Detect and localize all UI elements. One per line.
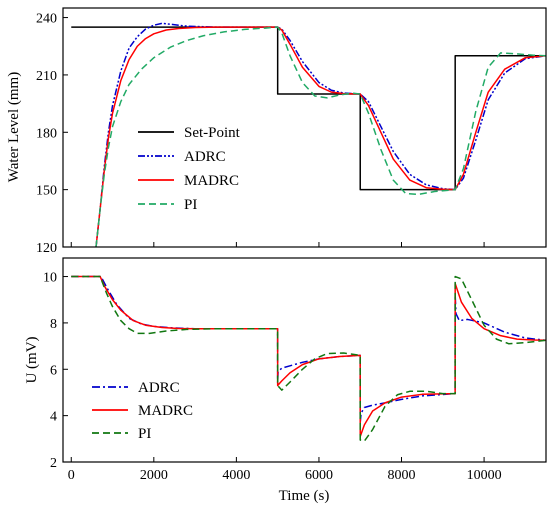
control-signal-y-tick-label: 4 bbox=[50, 410, 57, 425]
water-level-legend: Set-Point ADRC MADRC PI bbox=[138, 125, 241, 213]
control-signal-y-tick-label: 10 bbox=[43, 271, 57, 286]
control-signal-x-tick-label: 2000 bbox=[140, 468, 168, 483]
control-signal-series-group bbox=[71, 275, 546, 442]
water-level-legend-label: Set-Point bbox=[184, 125, 241, 141]
control-signal-legend: ADRC MADRC PI bbox=[92, 380, 193, 442]
water-level-y-tick-label: 120 bbox=[36, 241, 57, 256]
control-signal-ticks: 0 2000 4000 6000 8000 10000 2 4 6 8 10 bbox=[43, 271, 502, 483]
control-signal-chart: 0 2000 4000 6000 8000 10000 2 4 6 8 10 U (mV) Time… bbox=[24, 257, 547, 504]
water-level-y-tick-label: 180 bbox=[36, 126, 57, 141]
control-signal-plot-frame bbox=[62, 257, 547, 463]
control-signal-x-tick-label: 10000 bbox=[467, 468, 502, 483]
control-signal-legend-label: PI bbox=[138, 426, 151, 442]
control-signal-series-madrc bbox=[71, 275, 546, 438]
water-level-series-adrc bbox=[95, 22, 546, 247]
control-signal-series-adrc bbox=[71, 275, 546, 424]
control-signal-y-tick-label: 2 bbox=[50, 456, 57, 471]
control-signal-x-tick-label: 4000 bbox=[222, 468, 250, 483]
water-level-series-madrc bbox=[95, 26, 546, 247]
control-signal-legend-label: ADRC bbox=[138, 380, 180, 396]
water-level-series-group bbox=[71, 22, 546, 247]
water-level-series-pi bbox=[95, 26, 546, 247]
water-level-plot-frame bbox=[62, 7, 547, 248]
water-level-y-tick-label: 210 bbox=[36, 69, 57, 84]
water-level-legend-label: MADRC bbox=[184, 173, 239, 189]
water-level-legend-label: ADRC bbox=[184, 149, 226, 165]
control-signal-y-tick-label: 6 bbox=[50, 363, 57, 378]
water-level-chart: 120 150 180 210 240 Water Level (mm) Set-Poi… bbox=[6, 7, 547, 256]
control-signal-x-tick-label: 8000 bbox=[388, 468, 416, 483]
control-signal-x-tick-label: 0 bbox=[68, 468, 75, 483]
water-level-ticks: 120 150 180 210 240 bbox=[36, 12, 485, 256]
water-level-legend-label: PI bbox=[184, 197, 197, 213]
control-signal-x-tick-label: 6000 bbox=[305, 468, 333, 483]
water-level-y-axis-label: Water Level (mm) bbox=[6, 72, 22, 182]
water-level-y-tick-label: 240 bbox=[36, 12, 57, 27]
control-signal-legend-label: MADRC bbox=[138, 403, 193, 419]
control-signal-y-tick-label: 8 bbox=[50, 317, 57, 332]
control-signal-series-pi bbox=[71, 275, 546, 442]
control-signal-y-axis-label: U (mV) bbox=[24, 336, 40, 383]
water-level-y-tick-label: 150 bbox=[36, 184, 57, 199]
water-level-series-set-point bbox=[71, 26, 546, 191]
time-x-axis-label: Time (s) bbox=[279, 488, 330, 504]
